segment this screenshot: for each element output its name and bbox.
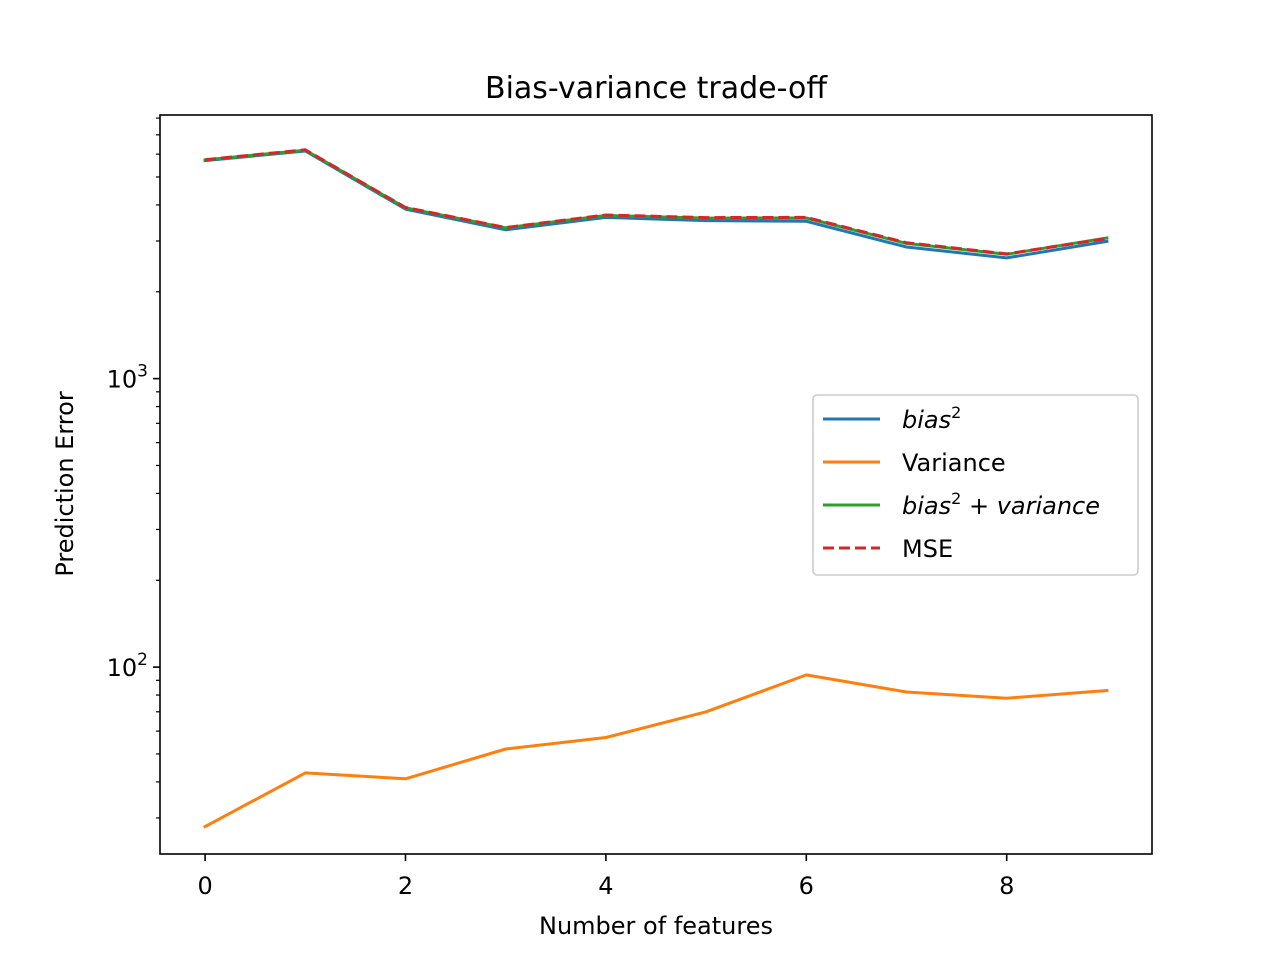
plot-frame	[159, 114, 1153, 855]
legend: bias2 Variance bias2 + variance MSE	[812, 394, 1139, 576]
legend-label: bias2	[902, 403, 961, 434]
legend-items: bias2 Variance bias2 + variance MSE	[823, 403, 1100, 563]
plot-area	[159, 114, 1153, 855]
series-line-bias-variance	[203, 148, 1109, 256]
x-tick-label: 4	[598, 872, 613, 900]
x-tick-label: 8	[999, 872, 1014, 900]
y-axis: 102 103	[107, 117, 160, 819]
series-line-mse	[204, 148, 1108, 256]
series-line-variance	[203, 673, 1109, 829]
x-tick-label: 6	[799, 872, 814, 900]
x-tick-label: 2	[398, 872, 413, 900]
legend-label: bias2 + variance	[902, 489, 1100, 520]
legend-label: Variance	[902, 449, 1006, 477]
legend-label: MSE	[902, 535, 953, 563]
y-axis-label: Prediction Error	[51, 391, 79, 576]
lines-layer	[203, 148, 1109, 829]
x-axis: 0 2 4 6 8	[197, 854, 1014, 900]
y-tick-label: 102	[107, 650, 148, 682]
chart-title: Bias-variance trade-off	[485, 71, 828, 106]
y-tick-label: 103	[107, 362, 148, 394]
legend-box	[812, 394, 1139, 576]
x-axis-label: Number of features	[539, 912, 773, 940]
x-tick-label: 0	[197, 872, 212, 900]
series-line-bias	[203, 149, 1109, 260]
